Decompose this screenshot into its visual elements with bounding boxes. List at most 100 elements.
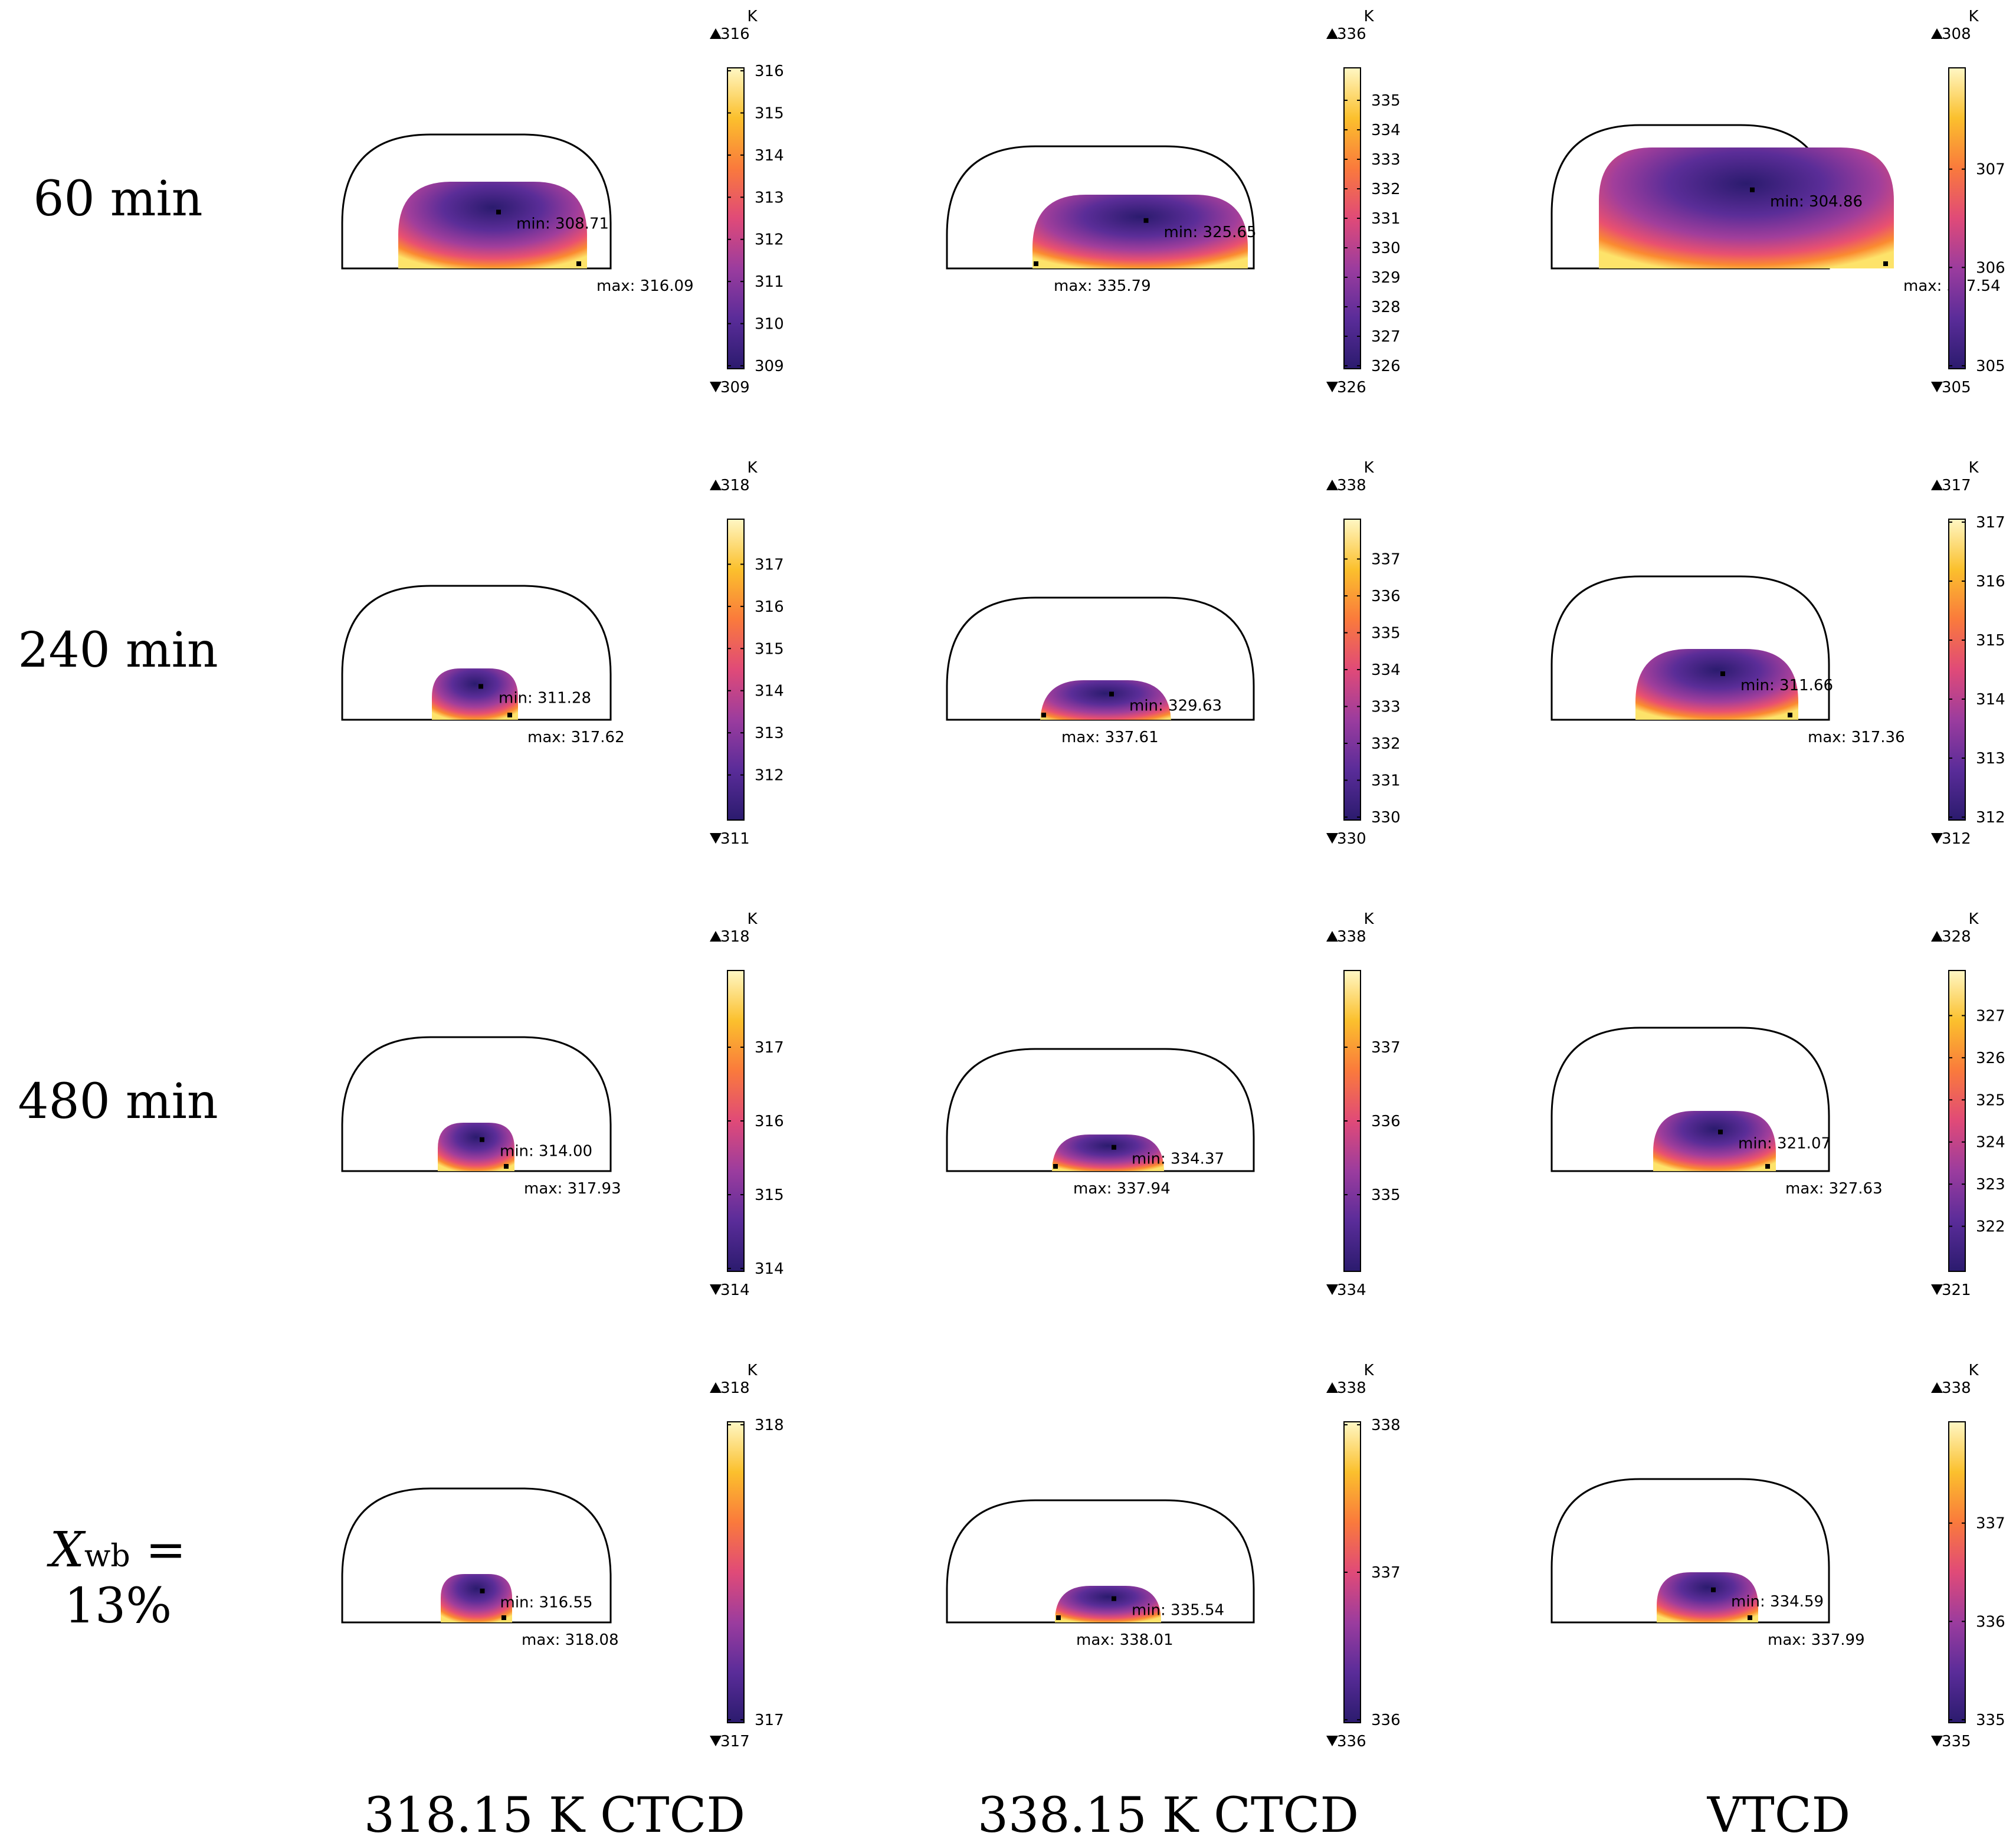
max-label: max: 337.99 — [1768, 1631, 1865, 1649]
range-max-label: 316 — [720, 25, 750, 43]
range-min-label: 311 — [720, 830, 750, 848]
moisture-subscript: wb — [84, 1539, 130, 1574]
colorbar-tick-label: 328 — [1371, 299, 1401, 316]
column-label-vtcd: VTCD — [1707, 1788, 1851, 1844]
max-label: max: 337.94 — [1073, 1180, 1171, 1198]
colorbar-tick-label: 337 — [1371, 1564, 1401, 1582]
domain-outline — [1550, 575, 1830, 721]
colorbar-tick-label: 335 — [1371, 92, 1401, 110]
range-min-label: 314 — [720, 1281, 750, 1299]
moisture-value: = 13% — [64, 1522, 186, 1634]
min-label: min: 334.37 — [1132, 1150, 1224, 1168]
range-max-triangle — [1931, 28, 1943, 39]
colorbar-tick-label: 314 — [755, 147, 784, 165]
range-min-label: 326 — [1337, 379, 1366, 396]
range-max-label: 336 — [1337, 25, 1366, 43]
range-max-label: 338 — [1337, 928, 1366, 946]
colorbar-tick-label: 309 — [755, 358, 784, 375]
range-max-triangle — [710, 1382, 722, 1393]
temperature-field — [1052, 1135, 1164, 1172]
colorbar-tick-label: 317 — [755, 1039, 784, 1057]
range-min-label: 334 — [1337, 1281, 1366, 1299]
min-marker — [496, 209, 501, 215]
colorbar-tick-label: 315 — [755, 640, 784, 658]
range-min-triangle — [1326, 1736, 1338, 1746]
max-marker — [504, 1164, 509, 1169]
colorbar-tick-label: 315 — [755, 104, 784, 122]
temperature-field — [1653, 1111, 1776, 1171]
max-marker — [1883, 261, 1888, 266]
colorbar-tick-label: 310 — [755, 316, 784, 333]
domain-outline — [341, 1487, 612, 1624]
colorbar — [1948, 519, 1966, 821]
range-min-label: 317 — [720, 1733, 750, 1750]
colorbar — [727, 67, 745, 369]
temperature-field — [398, 182, 587, 268]
max-label: max: 316.09 — [596, 277, 694, 295]
domain-outline — [946, 1048, 1255, 1172]
max-label: max: 317.62 — [527, 729, 625, 746]
unit-label: K — [1968, 459, 1979, 477]
unit-label: K — [1363, 459, 1374, 477]
unit-label: K — [747, 1362, 758, 1379]
max-marker — [1788, 713, 1792, 717]
domain-outline — [341, 585, 612, 721]
domain-outline — [1550, 1027, 1830, 1172]
colorbar-tick-label: 324 — [1976, 1134, 2005, 1152]
max-marker — [576, 261, 581, 266]
temperature-field — [441, 1574, 512, 1622]
min-label: min: 329.63 — [1129, 697, 1222, 714]
column-label-318: 318.15 K CTCD — [363, 1788, 746, 1844]
colorbar-tick-label: 335 — [1371, 625, 1401, 642]
colorbar-tick-label: 306 — [1976, 259, 2005, 277]
domain-outline — [946, 1499, 1255, 1624]
max-label: max: 327.63 — [1785, 1180, 1883, 1198]
range-max-label: 318 — [720, 477, 750, 494]
min-marker — [1718, 1129, 1723, 1135]
range-max-triangle — [1931, 1382, 1943, 1393]
colorbar-tick-label: 317 — [755, 1711, 784, 1729]
max-marker — [1056, 1615, 1061, 1620]
unit-label: K — [747, 910, 758, 928]
range-min-triangle — [1326, 1284, 1338, 1295]
colorbar — [727, 519, 745, 821]
colorbar-tick-label: 335 — [1976, 1711, 2005, 1729]
max-label: max: 318.08 — [522, 1631, 619, 1649]
domain-outline — [946, 145, 1255, 270]
range-min-triangle — [710, 382, 722, 392]
range-max-triangle — [1326, 480, 1338, 490]
colorbar-tick-label: 336 — [1371, 1113, 1401, 1130]
colorbar-tick-label: 326 — [1976, 1050, 2005, 1067]
colorbar-tick-label: 333 — [1371, 699, 1401, 716]
colorbar-tick-label: 332 — [1371, 181, 1401, 198]
max-marker — [1765, 1164, 1770, 1169]
range-max-triangle — [1931, 480, 1943, 490]
range-min-triangle — [710, 1284, 722, 1295]
colorbar — [1948, 67, 1966, 369]
colorbar-tick-label: 316 — [755, 1113, 784, 1130]
unit-label: K — [1363, 8, 1374, 25]
min-label: min: 311.66 — [1740, 677, 1833, 694]
range-max-triangle — [1326, 931, 1338, 942]
range-max-triangle — [1326, 28, 1338, 39]
colorbar-tick-label: 332 — [1371, 735, 1401, 753]
colorbar-tick-label: 336 — [1371, 588, 1401, 605]
range-min-triangle — [1931, 382, 1943, 392]
colorbar-tick-label: 337 — [1371, 1039, 1401, 1057]
colorbar-tick-label: 314 — [755, 1260, 784, 1278]
colorbar-tick-label: 317 — [1976, 514, 2005, 532]
min-marker — [480, 1137, 484, 1142]
temperature-field — [1055, 1586, 1161, 1622]
min-label: min: 335.54 — [1132, 1602, 1224, 1619]
unit-label: K — [1968, 1362, 1979, 1379]
max-label: max: 317.36 — [1808, 729, 1905, 746]
min-marker — [1711, 1587, 1716, 1592]
unit-label: K — [1968, 910, 1979, 928]
temperature-field — [1635, 649, 1798, 720]
